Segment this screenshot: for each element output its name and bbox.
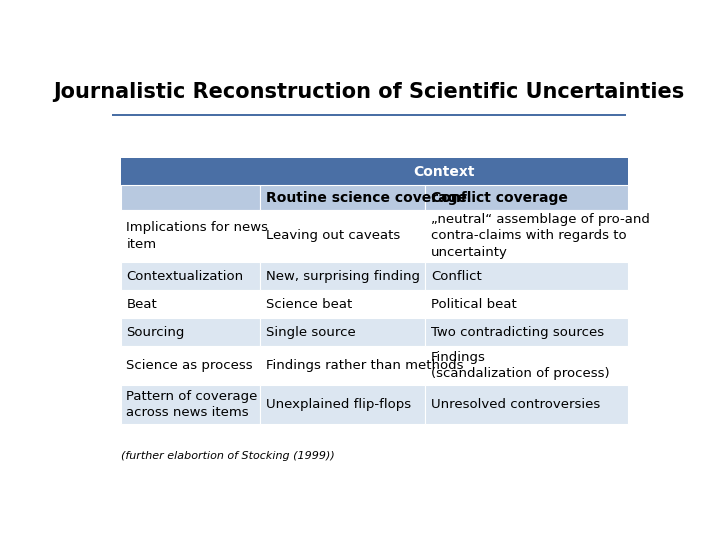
Text: Context: Context xyxy=(414,165,475,179)
Bar xyxy=(121,318,261,346)
Bar xyxy=(261,262,426,290)
Text: Contextualization: Contextualization xyxy=(126,269,243,283)
Bar xyxy=(426,346,629,384)
Bar xyxy=(261,290,426,318)
Bar xyxy=(121,346,261,384)
Text: „neutral“ assemblage of pro-and
contra-claims with regards to
uncertainty: „neutral“ assemblage of pro-and contra-c… xyxy=(431,213,650,259)
Text: Routine science coverage: Routine science coverage xyxy=(266,191,467,205)
Bar xyxy=(121,384,261,424)
Bar xyxy=(121,290,261,318)
Bar xyxy=(112,114,626,116)
Text: Journalistic Reconstruction of Scientific Uncertainties: Journalistic Reconstruction of Scientifi… xyxy=(53,82,685,102)
Bar xyxy=(426,262,629,290)
Text: Sourcing: Sourcing xyxy=(126,326,184,339)
Text: New, surprising finding: New, surprising finding xyxy=(266,269,420,283)
Bar xyxy=(261,346,426,384)
Bar xyxy=(426,318,629,346)
Bar xyxy=(121,158,629,185)
Text: Science as process: Science as process xyxy=(126,359,253,372)
Text: Science beat: Science beat xyxy=(266,298,352,311)
Text: Pattern of coverage
across news items: Pattern of coverage across news items xyxy=(126,390,258,420)
Bar xyxy=(121,210,261,262)
Text: Two contradicting sources: Two contradicting sources xyxy=(431,326,604,339)
Text: Unexplained flip-flops: Unexplained flip-flops xyxy=(266,398,411,411)
Text: Findings rather than methods: Findings rather than methods xyxy=(266,359,464,372)
Text: Conflict: Conflict xyxy=(431,269,482,283)
Bar xyxy=(426,384,629,424)
Text: Single source: Single source xyxy=(266,326,356,339)
Bar xyxy=(261,384,426,424)
Text: Findings
(scandalization of process): Findings (scandalization of process) xyxy=(431,351,610,380)
Text: Leaving out caveats: Leaving out caveats xyxy=(266,230,400,242)
Text: Beat: Beat xyxy=(126,298,157,311)
Bar xyxy=(121,185,261,210)
Bar xyxy=(121,262,261,290)
Bar xyxy=(426,290,629,318)
Bar xyxy=(426,185,629,210)
Text: Political beat: Political beat xyxy=(431,298,517,311)
Bar xyxy=(261,318,426,346)
Text: Conflict coverage: Conflict coverage xyxy=(431,191,568,205)
Text: (further elabortion of Stocking (1999)): (further elabortion of Stocking (1999)) xyxy=(121,451,334,461)
Text: Implications for news
item: Implications for news item xyxy=(126,221,269,251)
Text: Unresolved controversies: Unresolved controversies xyxy=(431,398,600,411)
Bar xyxy=(426,210,629,262)
Bar xyxy=(261,185,426,210)
Bar xyxy=(261,210,426,262)
